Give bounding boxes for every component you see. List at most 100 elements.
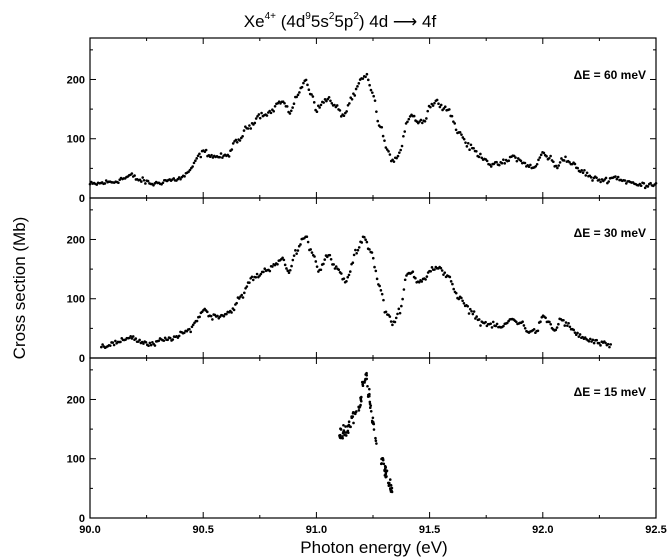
data-point	[475, 150, 478, 153]
data-point	[460, 296, 463, 300]
data-point	[454, 128, 458, 132]
data-point	[172, 177, 176, 180]
data-point	[384, 475, 388, 479]
data-point	[368, 402, 372, 406]
data-point	[338, 109, 342, 112]
data-point	[554, 164, 558, 168]
data-point	[388, 315, 392, 318]
data-point	[319, 268, 323, 272]
data-point	[390, 486, 394, 490]
data-point	[191, 165, 194, 168]
data-point	[372, 428, 376, 431]
resolution-label: ΔE = 30 meV	[574, 226, 646, 240]
data-point	[589, 176, 593, 179]
data-point	[342, 114, 346, 118]
data-point	[327, 95, 331, 99]
data-point	[342, 431, 346, 434]
data-point	[88, 182, 92, 186]
data-point	[218, 155, 221, 159]
data-point	[583, 169, 586, 172]
data-point	[188, 168, 192, 172]
data-point	[502, 324, 505, 328]
data-point	[599, 344, 602, 347]
data-point	[354, 87, 358, 91]
data-point	[356, 85, 359, 88]
data-point	[103, 182, 107, 185]
data-point	[514, 320, 518, 324]
data-point	[581, 171, 585, 174]
data-point	[231, 142, 235, 145]
data-point	[248, 281, 251, 284]
data-point	[272, 109, 276, 113]
data-point	[431, 104, 435, 107]
data-point	[131, 335, 135, 338]
data-point	[387, 150, 390, 153]
data-point	[429, 269, 433, 273]
data-point	[468, 307, 472, 311]
data-point	[514, 156, 517, 159]
data-point	[535, 162, 539, 166]
data-point	[374, 439, 378, 443]
x-tick-label: 90.0	[79, 524, 100, 536]
data-point	[549, 154, 552, 158]
axis-ticks: 0 100 200	[67, 358, 657, 525]
title-transition-end: 4f	[417, 12, 436, 31]
data-point	[468, 148, 471, 152]
data-point	[639, 184, 643, 188]
data-point	[365, 374, 369, 377]
data-point	[306, 240, 310, 244]
data-point	[449, 280, 453, 283]
data-point	[265, 114, 269, 117]
data-point	[500, 161, 504, 165]
data-point	[245, 285, 249, 288]
data-point	[379, 462, 383, 466]
data-point	[292, 102, 296, 106]
data-point	[490, 326, 494, 329]
y-tick-label: 100	[67, 454, 85, 466]
data-point	[163, 336, 167, 340]
data-point	[554, 328, 558, 332]
data-point	[453, 122, 457, 125]
data-point	[424, 278, 427, 281]
data-point	[314, 260, 318, 263]
data-point	[564, 321, 568, 324]
data-point	[375, 110, 378, 113]
data-point	[564, 155, 567, 159]
data-point	[464, 141, 467, 144]
data-points	[100, 235, 613, 350]
data-point	[332, 263, 335, 266]
axis-ticks: 0 100 200	[67, 198, 657, 365]
data-point	[548, 320, 551, 324]
data-point	[144, 341, 148, 344]
data-point	[348, 102, 351, 105]
y-tick-label: 100	[67, 134, 85, 146]
data-point	[484, 320, 487, 324]
data-point	[234, 138, 238, 142]
data-point	[292, 254, 296, 257]
data-point	[188, 327, 191, 331]
data-point	[257, 113, 261, 116]
data-point	[326, 97, 330, 101]
data-point	[498, 163, 501, 167]
data-point	[378, 284, 381, 288]
data-point	[133, 174, 136, 177]
resolution-label: ΔE = 60 meV	[574, 68, 646, 82]
data-point	[392, 160, 396, 163]
data-point	[448, 275, 452, 279]
data-point	[371, 91, 374, 94]
data-point	[398, 311, 402, 315]
data-point	[100, 345, 103, 349]
data-point	[330, 101, 334, 105]
data-point	[642, 181, 646, 185]
data-point	[379, 289, 383, 292]
title-charge: 4+	[265, 11, 277, 22]
panel-frame	[89, 37, 657, 199]
data-point	[194, 159, 197, 163]
data-point	[394, 316, 398, 320]
y-tick-label: 200	[67, 74, 85, 86]
data-point	[489, 322, 493, 325]
data-point	[519, 159, 523, 163]
data-point	[623, 179, 627, 182]
data-point	[443, 105, 447, 109]
data-point	[360, 241, 364, 244]
